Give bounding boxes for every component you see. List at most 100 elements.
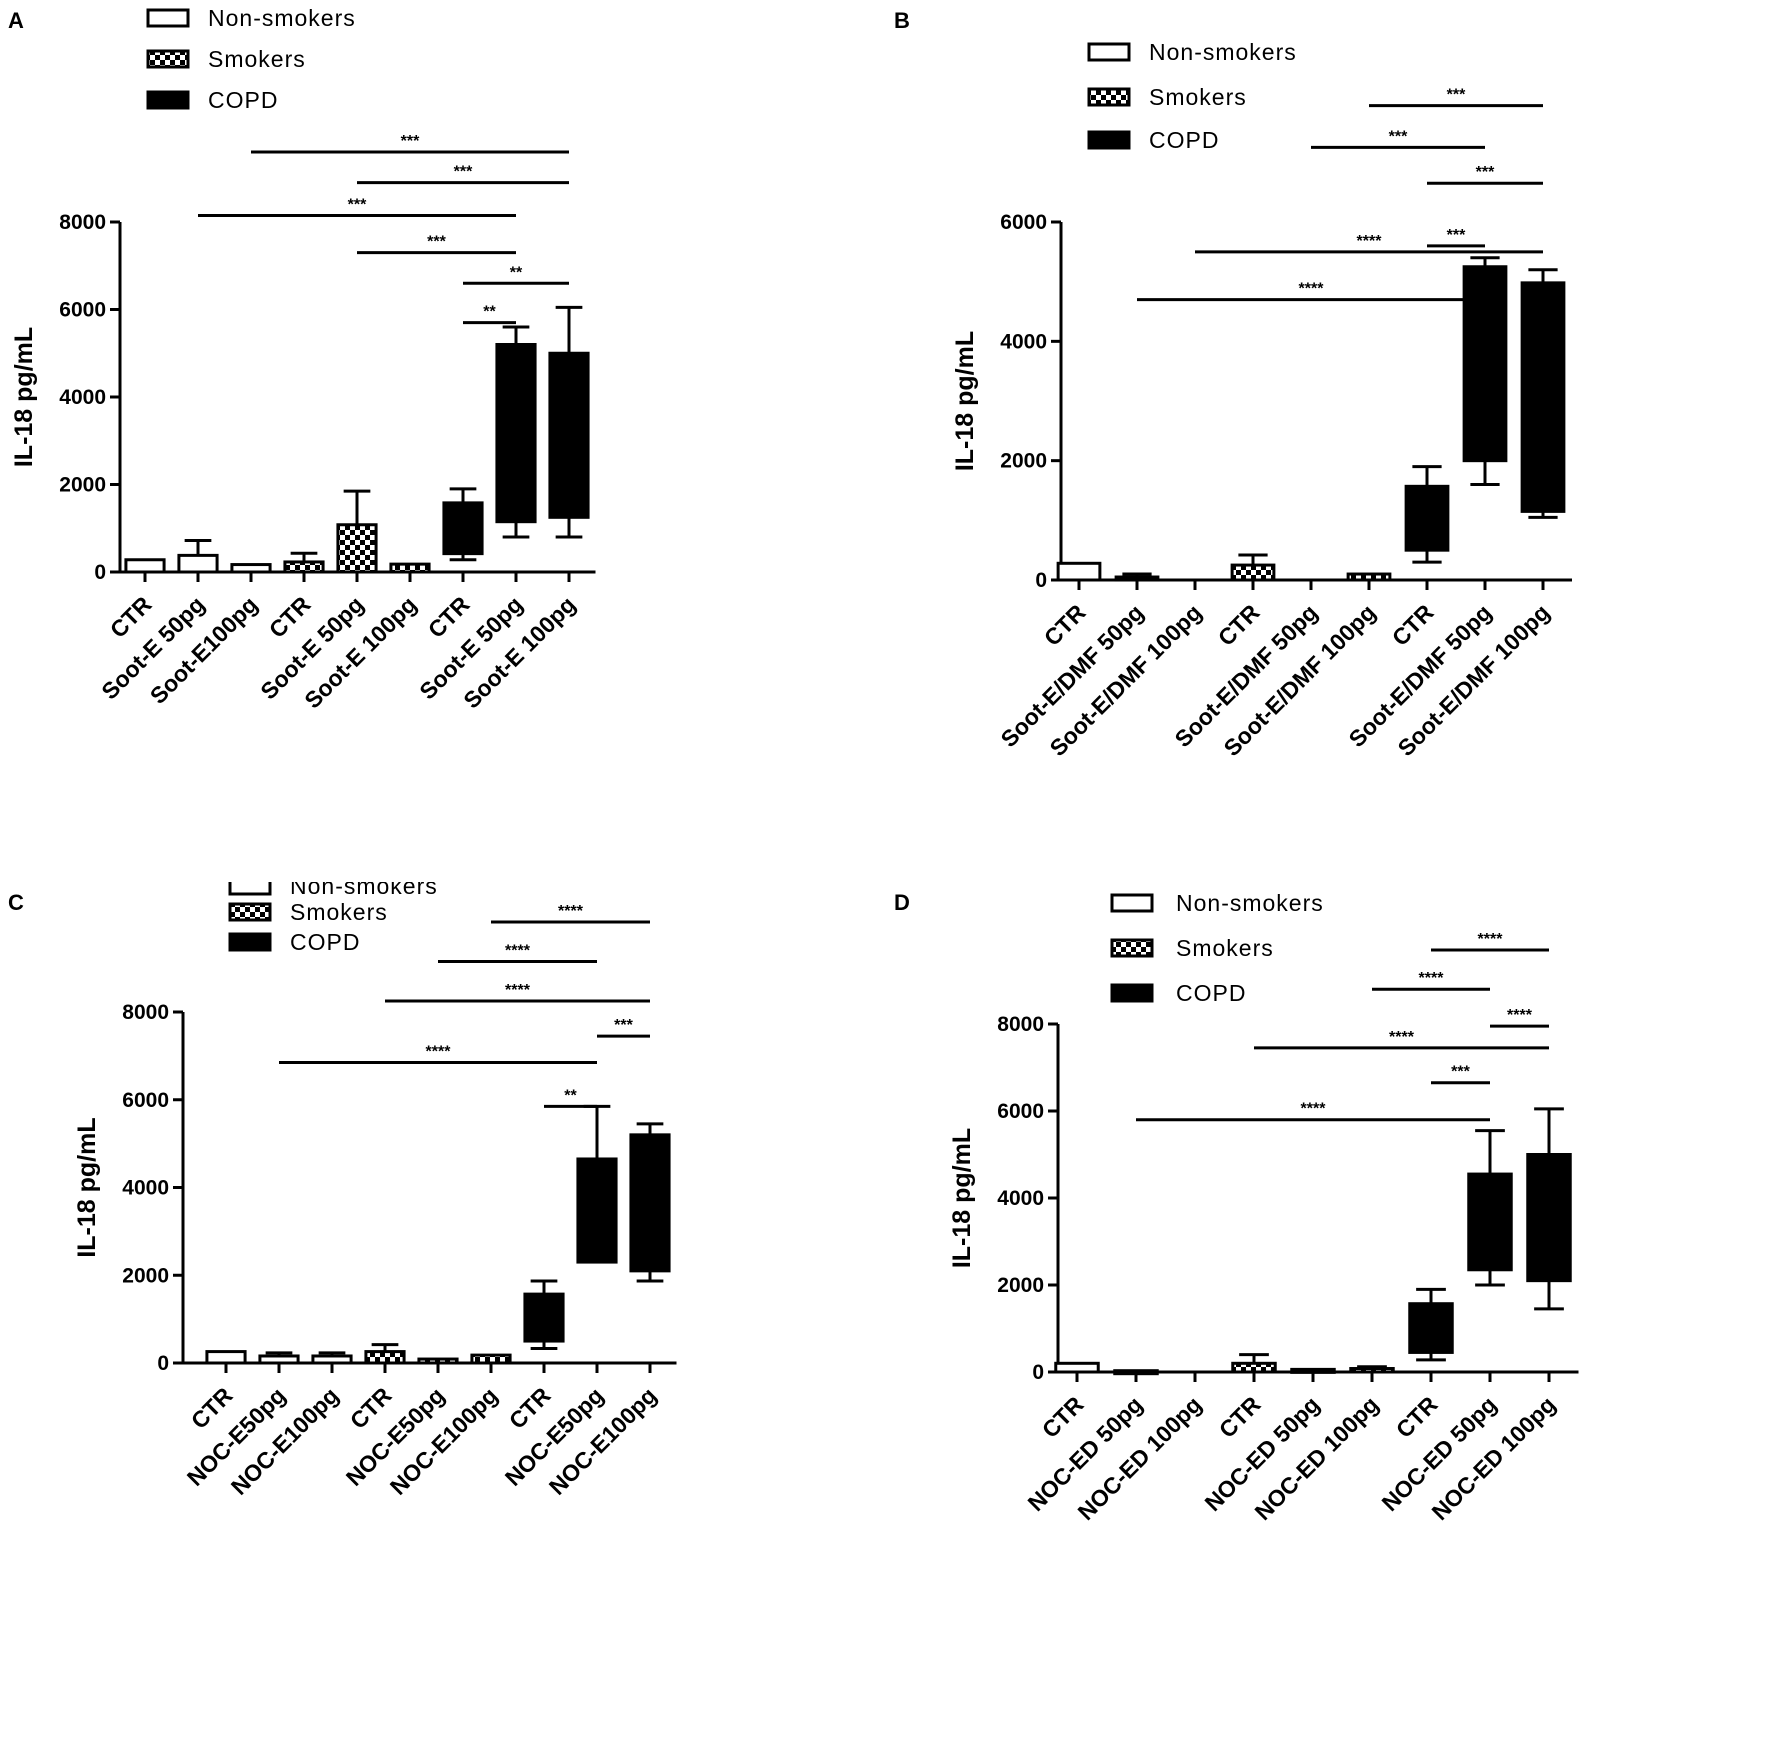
box-body [576,1157,618,1264]
box-body [1520,281,1566,513]
box-4 [364,1343,406,1365]
legend-swatch-smokers [228,902,272,922]
box-body [523,1292,565,1343]
box-2 [1113,1369,1159,1376]
significance-label: **** [1507,1007,1533,1024]
legend-label: Non-smokers [1176,890,1324,916]
significance-label: *** [401,133,420,150]
box-body [442,501,484,556]
significance-label: *** [427,234,446,251]
box-2 [1114,572,1160,582]
box-body [1526,1153,1572,1283]
box-8 [1462,256,1508,487]
panel-letter: C [8,890,24,915]
box-8 [1467,1129,1513,1287]
box-6 [1349,1365,1395,1374]
box-body [1230,563,1276,582]
legend-label: Non-smokers [208,5,356,31]
panel-d-chart: D Non-smokers Smokers COPD 0 2000 4000 6000 8000… [894,890,1579,1525]
box-1 [1054,1361,1100,1374]
legend-label: COPD [290,929,360,955]
significance-label: **** [1419,970,1445,987]
legend-swatch-smokers [146,49,190,69]
box-9 [629,1122,671,1283]
box-8 [495,325,537,539]
significance-label: *** [454,164,473,181]
box-body [389,562,431,574]
y-tick-label: 2000 [997,1274,1044,1297]
box-4 [1231,1353,1277,1374]
box-6 [1346,572,1392,582]
y-tick-label: 4000 [1000,330,1047,353]
x-category-label: CTR [1387,599,1439,651]
box-body [1404,484,1450,552]
box-6 [470,1353,512,1365]
significance-label: *** [1451,1064,1470,1081]
box-3 [311,1351,353,1365]
legend-swatch-non-smokers [1087,42,1131,62]
box-body [1408,1302,1454,1354]
box-5 [1290,1367,1336,1374]
box-9 [1526,1107,1572,1311]
significance-label: *** [1447,227,1466,244]
box-body [629,1133,671,1273]
y-tick-label: 0 [157,1352,169,1375]
legend-swatch-smokers [1087,87,1131,107]
box-4 [1230,553,1276,582]
box-body [495,343,537,524]
panel-a-chart: A Non-smokers Smokers COPD 0 2000 4000 6000 8000… [8,5,596,713]
significance-label: **** [1299,281,1325,298]
box-body [205,1350,247,1365]
legend-swatch-copd [1087,130,1131,150]
y-tick-label: 6000 [997,1100,1044,1123]
panel-b-chart: B Non-smokers Smokers COPD 0 2000 4000 6000 IL-1… [894,8,1572,761]
y-tick-label: 2000 [1000,450,1047,473]
box-8 [576,1104,618,1264]
box-body [311,1354,353,1365]
y-tick-label: 0 [1035,569,1047,592]
significance-label: **** [426,1043,452,1060]
box-body [1231,1361,1277,1374]
significance-label: *** [348,196,367,213]
legend-label: Smokers [1149,84,1247,110]
panel-letter: A [8,8,24,33]
box-5 [336,489,378,574]
significance-label: **** [505,982,531,999]
x-category-label: CTR [1213,599,1265,651]
box-body [336,523,378,574]
legend-label: Smokers [1176,935,1274,961]
legend-swatch-non-smokers [228,882,272,896]
box-body [1290,1367,1336,1374]
legend-swatch-smokers [1110,938,1154,958]
box-body [1114,575,1160,582]
box-7 [523,1279,565,1351]
box-7 [1404,465,1450,564]
significance-label: *** [1447,87,1466,104]
y-tick-label: 4000 [997,1187,1044,1210]
panel-letter: D [894,890,910,915]
legend-label: Non-smokers [1149,39,1297,65]
box-1 [124,558,166,574]
x-category-label: CTR [1039,599,1091,651]
y-axis-label: IL-18 pg/mL [73,1117,101,1257]
box-7 [1408,1287,1454,1362]
significance-label: **** [505,943,531,960]
legend-swatch-non-smokers [146,8,190,28]
box-9 [1520,268,1566,519]
box-body [124,558,166,574]
significance-label: **** [1301,1101,1327,1118]
box-body [283,560,325,574]
significance-label: ** [564,1087,577,1104]
y-tick-label: 4000 [122,1177,169,1200]
legend-label: Non-smokers [290,882,438,899]
significance-label: *** [614,1017,633,1034]
panel-letter: B [894,8,910,33]
y-tick-label: 2000 [59,474,106,497]
significance-label: *** [1389,128,1408,145]
legend-label: COPD [1149,127,1219,153]
significance-label: **** [1389,1029,1415,1046]
box-body [548,351,590,519]
box-3 [230,563,272,574]
box-9 [548,305,590,539]
box-1 [1056,561,1102,582]
